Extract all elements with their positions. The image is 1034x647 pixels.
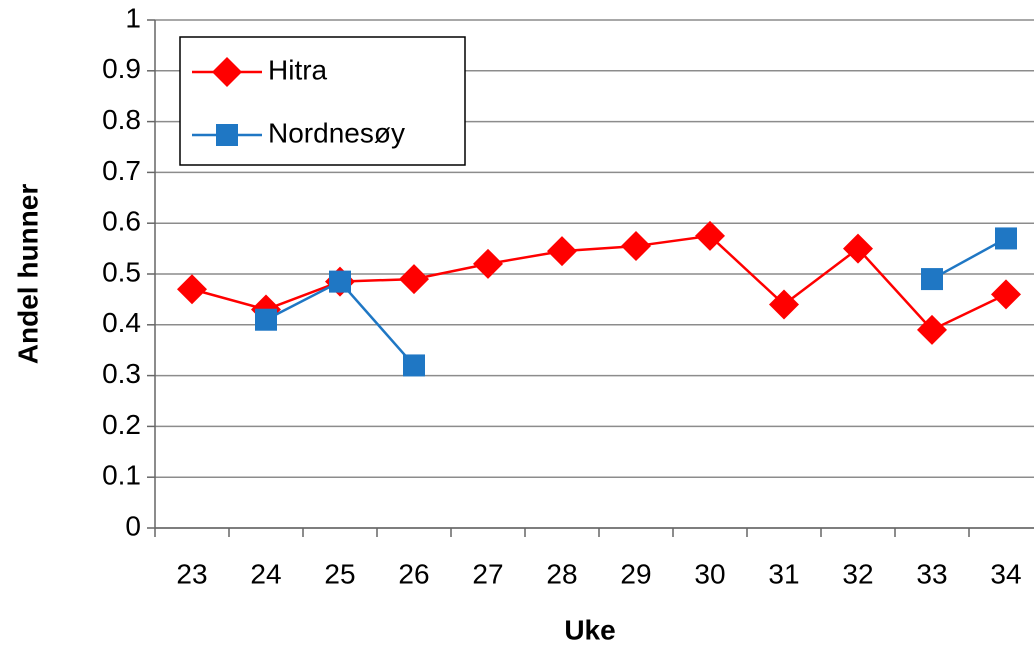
y-tick-label: 0.3	[102, 358, 141, 389]
y-tick-label: 0.5	[102, 256, 141, 287]
marker	[547, 236, 577, 267]
x-tick-label: 27	[472, 558, 503, 589]
y-tick-label: 0.4	[102, 307, 141, 338]
x-tick-label: 24	[250, 558, 281, 589]
marker	[991, 279, 1021, 310]
y-tick-label: 0.7	[102, 155, 141, 186]
x-tick-label: 33	[916, 558, 947, 589]
x-tick-label: 26	[398, 558, 429, 589]
legend-label: Nordnesøy	[268, 117, 405, 148]
x-tick-label: 28	[546, 558, 577, 589]
x-tick-label: 29	[620, 558, 651, 589]
x-tick-label: 32	[842, 558, 873, 589]
marker	[917, 314, 947, 345]
y-tick-label: 0	[125, 510, 141, 541]
marker	[995, 227, 1017, 250]
y-tick-label: 0.8	[102, 104, 141, 135]
y-tick-label: 0.1	[102, 460, 141, 491]
x-tick-label: 31	[768, 558, 799, 589]
marker	[403, 354, 425, 377]
marker	[695, 220, 725, 251]
marker	[177, 274, 207, 305]
marker	[843, 233, 873, 264]
marker	[212, 57, 242, 87]
y-tick-label: 1	[125, 2, 141, 33]
y-tick-label: 0.2	[102, 409, 141, 440]
legend: Hitra Nordnesøy	[179, 36, 466, 166]
marker	[473, 248, 503, 279]
marker	[399, 264, 429, 295]
marker	[329, 270, 351, 293]
y-tick-label: 0.6	[102, 206, 141, 237]
marker	[621, 231, 651, 262]
x-tick-label: 25	[324, 558, 355, 589]
x-axis-title: Uke	[564, 614, 615, 645]
x-tick-label: 23	[176, 558, 207, 589]
marker	[216, 124, 238, 146]
x-tick-label: 34	[990, 558, 1021, 589]
marker	[255, 308, 277, 331]
x-tick-label: 30	[694, 558, 725, 589]
y-tick-label: 0.9	[102, 53, 141, 84]
legend-label: Hitra	[268, 54, 328, 85]
series-line	[191, 234, 1007, 332]
y-axis-title: Andel hunner	[12, 184, 43, 365]
marker	[921, 268, 943, 291]
marker	[769, 289, 799, 320]
